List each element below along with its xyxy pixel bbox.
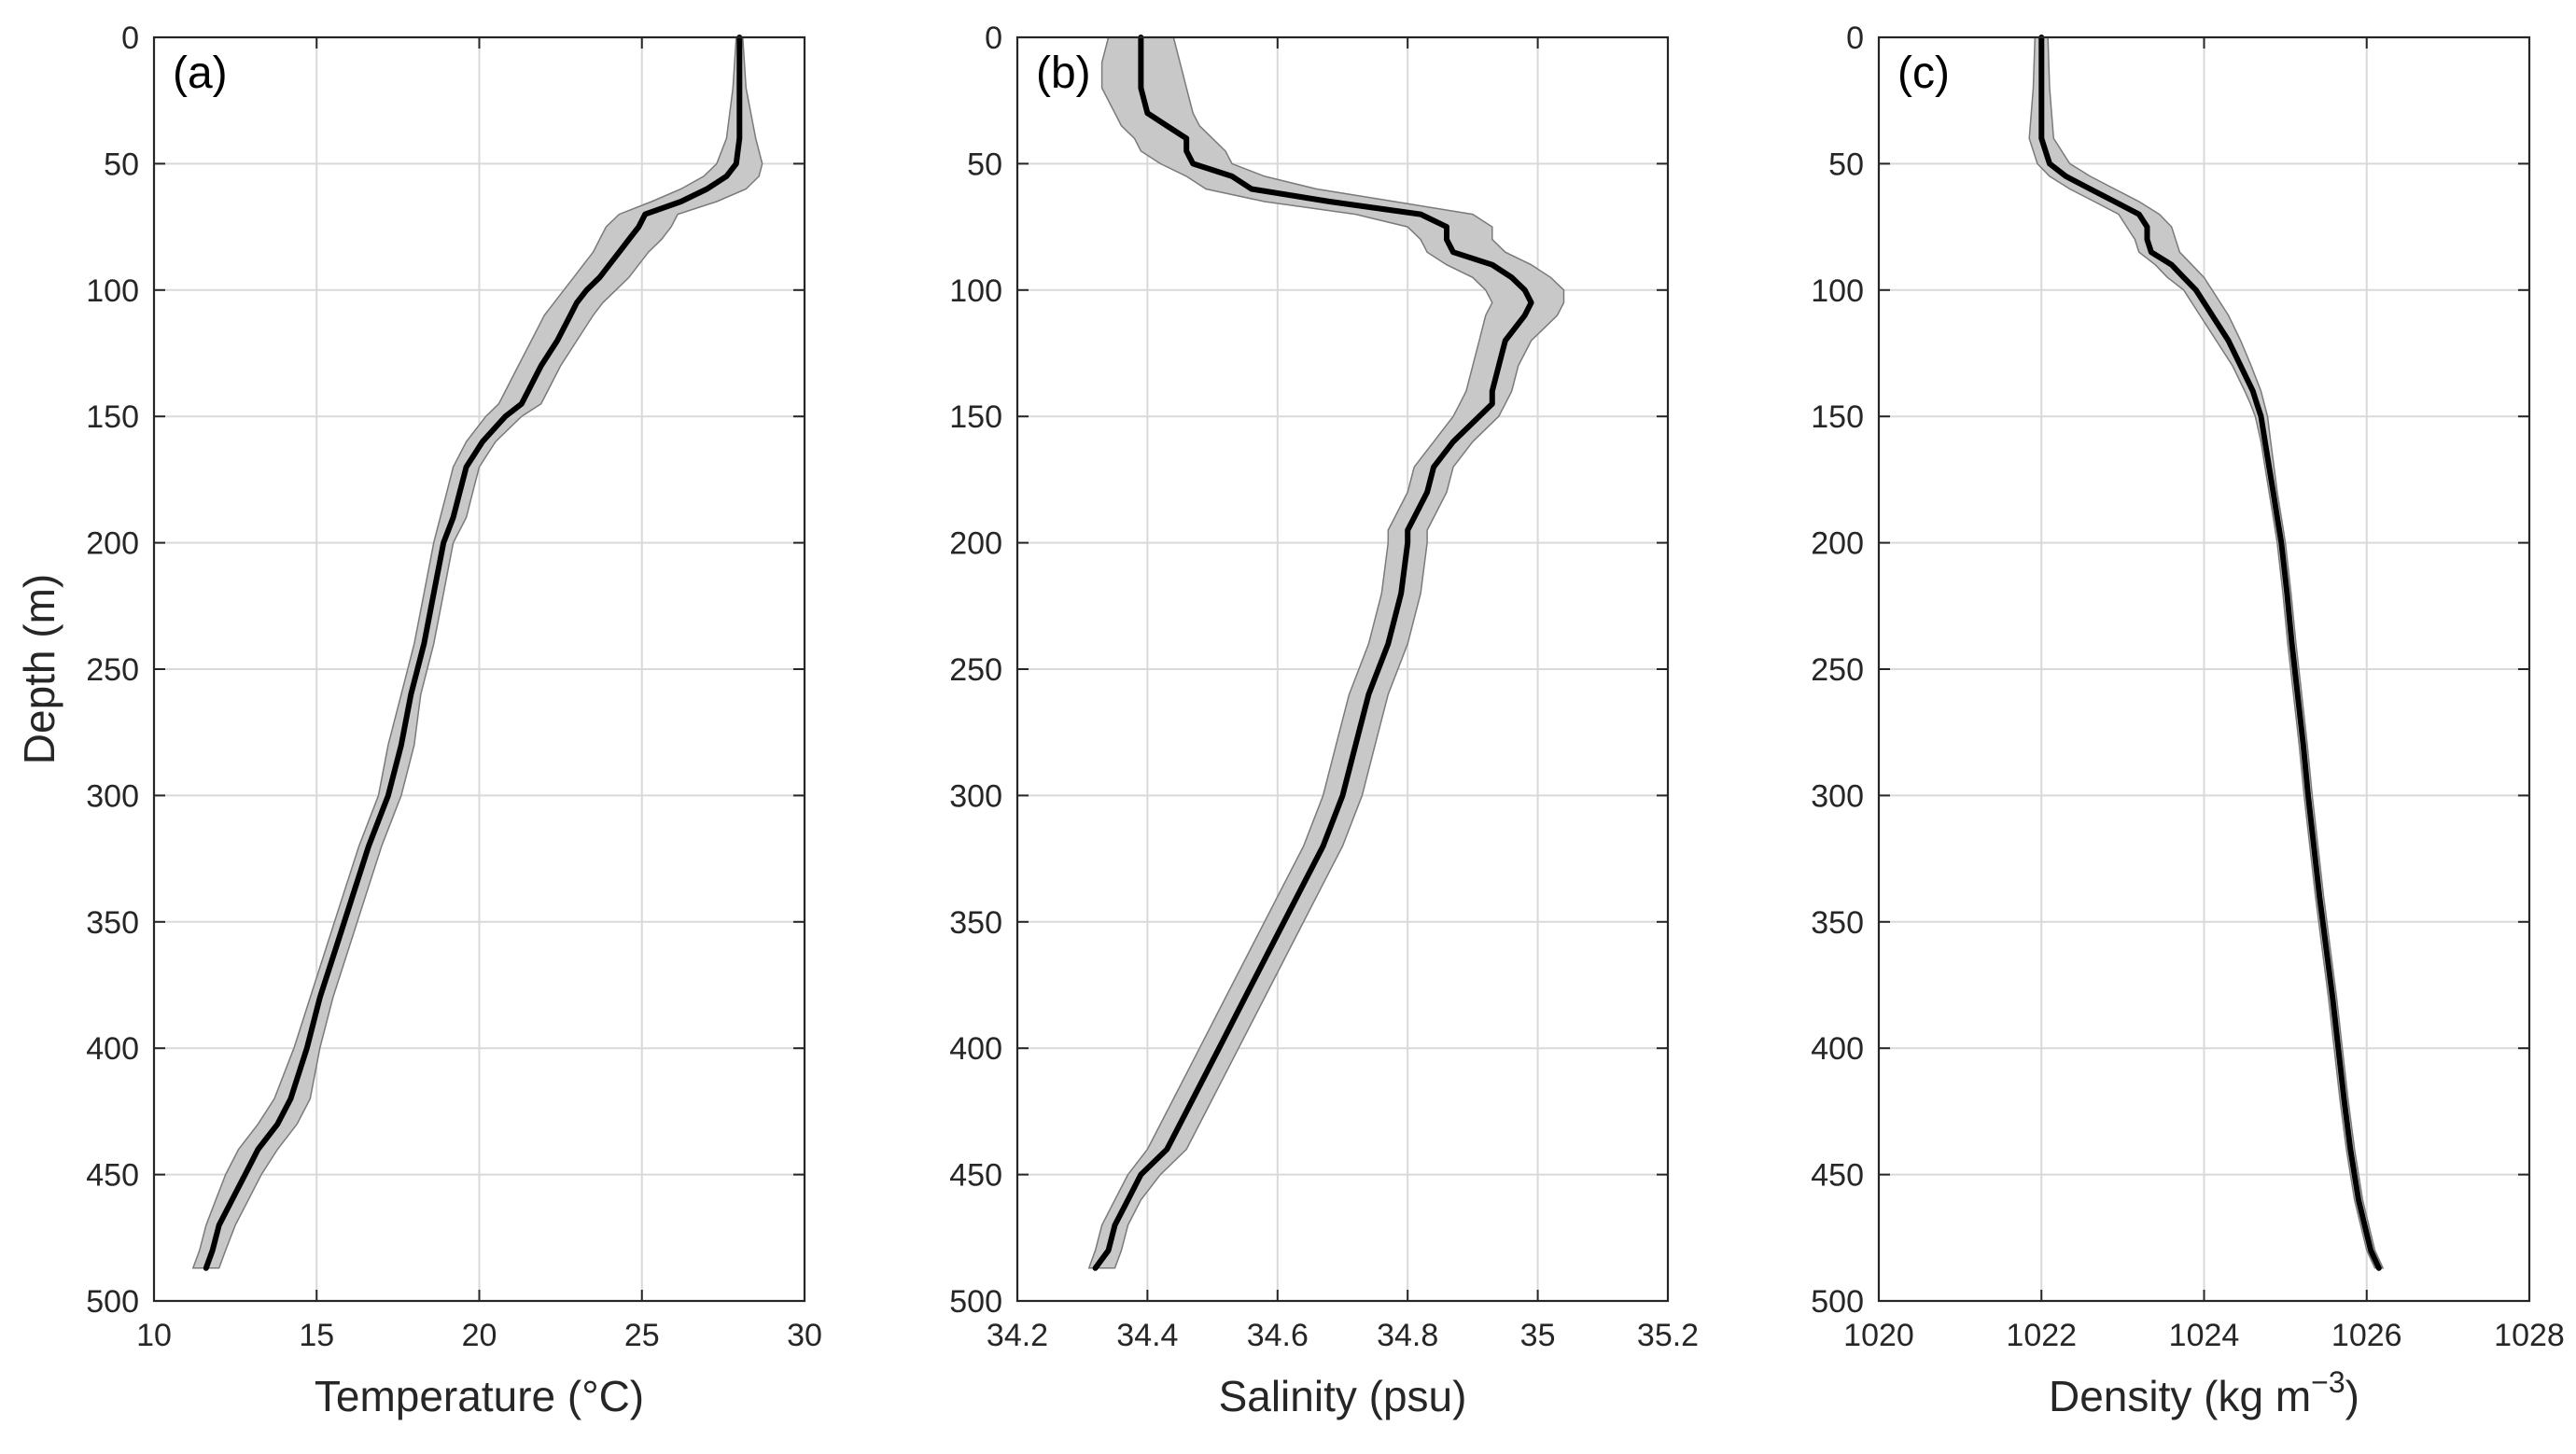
x-tick-label: 15 xyxy=(299,1318,334,1353)
panel-label: (b) xyxy=(1036,49,1091,98)
y-tick-label: 200 xyxy=(86,526,139,562)
x-tick-label: 25 xyxy=(624,1318,660,1353)
spread-band xyxy=(191,36,763,1269)
y-tick-label: 450 xyxy=(86,1158,139,1194)
x-tick-label: 20 xyxy=(462,1318,497,1353)
x-axis-label: Density (kg m−3) xyxy=(2049,1365,2359,1420)
y-tick-label: 200 xyxy=(1811,526,1864,562)
x-tick-label: 35 xyxy=(1520,1318,1556,1353)
x-tick-label: 1022 xyxy=(2006,1318,2077,1353)
salinity-panel: 34.2 34.4 34.6 34.8 35 35.2 0 50 100 150 200 250 300… xyxy=(949,21,1699,1420)
y-tick-label: 400 xyxy=(86,1031,139,1067)
x-tick-label: 1026 xyxy=(2331,1318,2402,1353)
axes-frame xyxy=(1877,35,2531,1303)
x-axis-label-close: ) xyxy=(2345,1372,2359,1420)
y-tick-label: 150 xyxy=(1811,399,1864,435)
mean-profile-line xyxy=(203,35,743,1271)
y-tick-label: 100 xyxy=(1811,273,1864,309)
y-tick-label: 250 xyxy=(1811,652,1864,688)
x-axis-label: Temperature (°C) xyxy=(315,1372,644,1420)
y-tick-label: 300 xyxy=(86,778,139,814)
x-axis-label: Salinity (psu) xyxy=(1219,1372,1467,1420)
y-tick-label: 500 xyxy=(1811,1284,1864,1320)
axes-frame xyxy=(152,35,806,1303)
y-tick-label: 150 xyxy=(86,399,139,435)
y-tick-label: 300 xyxy=(1811,778,1864,814)
mean-profile-line xyxy=(1092,35,1534,1271)
x-tick-label: 34.8 xyxy=(1377,1318,1438,1353)
density-panel: 1020 1022 1024 1026 1028 0 50 100 150 200 250 300 35… xyxy=(1811,21,2565,1420)
x-tick-label: 34.2 xyxy=(987,1318,1048,1353)
axes-frame xyxy=(1015,35,1670,1303)
y-tick-label: 450 xyxy=(949,1158,1002,1194)
temperature-panel: 10 15 20 25 30050100150200250300350400450500… xyxy=(15,21,822,1420)
y-tick-label: 0 xyxy=(1846,21,1864,56)
y-tick-label: 100 xyxy=(949,273,1002,309)
x-tick-label: 1020 xyxy=(1843,1318,1914,1353)
y-tick-label: 400 xyxy=(1811,1031,1864,1067)
x-axis-label-text: Density (kg m xyxy=(2049,1372,2311,1420)
y-tick-label: 350 xyxy=(1811,905,1864,941)
y-tick-label: 250 xyxy=(86,652,139,688)
y-tick-label: 0 xyxy=(121,21,139,56)
y-tick-label: 0 xyxy=(985,21,1002,56)
y-tick-label: 50 xyxy=(104,147,139,182)
x-tick-label: 35.2 xyxy=(1637,1318,1699,1353)
x-tick-label: 1024 xyxy=(2169,1318,2240,1353)
y-tick-label: 100 xyxy=(86,273,139,309)
x-axis-label-superscript: −3 xyxy=(2311,1365,2345,1399)
y-tick-label: 350 xyxy=(86,905,139,941)
y-tick-label: 250 xyxy=(949,652,1002,688)
x-tick-label: 34.6 xyxy=(1247,1318,1309,1353)
spread-band xyxy=(1087,36,1565,1269)
panel-label: (a) xyxy=(173,49,228,98)
y-tick-label: 300 xyxy=(949,778,1002,814)
y-tick-label: 450 xyxy=(1811,1158,1864,1194)
x-tick-label: 10 xyxy=(136,1318,172,1353)
y-tick-label: 50 xyxy=(1828,147,1864,182)
x-tick-label: 34.4 xyxy=(1116,1318,1178,1353)
y-tick-label: 500 xyxy=(949,1284,1002,1320)
mean-profile-line xyxy=(2038,35,2382,1271)
x-tick-label: 30 xyxy=(787,1318,822,1353)
y-tick-label: 150 xyxy=(949,399,1002,435)
y-axis-label: Depth (m) xyxy=(15,574,63,764)
y-tick-label: 350 xyxy=(949,905,1002,941)
spread-band xyxy=(2028,36,2385,1269)
x-tick-label: 1028 xyxy=(2494,1318,2565,1353)
y-tick-label: 50 xyxy=(967,147,1002,182)
y-tick-label: 500 xyxy=(86,1284,139,1320)
y-tick-label: 200 xyxy=(949,526,1002,562)
y-tick-label: 400 xyxy=(949,1031,1002,1067)
panel-label: (c) xyxy=(1897,49,1950,98)
